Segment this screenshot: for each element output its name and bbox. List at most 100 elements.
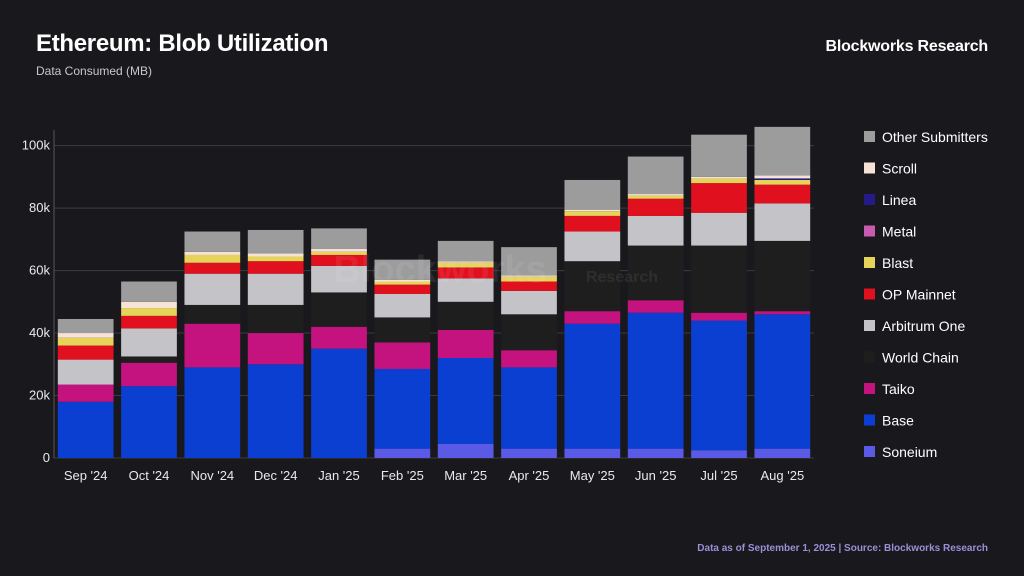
footer-source: Data as of September 1, 2025 | Source: B… <box>697 543 988 554</box>
bar-segment-taiko <box>501 350 557 368</box>
watermark: Blockworks Research <box>333 249 658 291</box>
bar-segment-op-mainnet <box>754 184 811 204</box>
legend-label: Other Submitters <box>882 129 988 145</box>
bar-segment-blast <box>57 337 114 346</box>
bar-segment-base <box>691 320 747 451</box>
bar-segment-base <box>311 348 367 458</box>
x-tick-label: Feb '25 <box>381 468 424 483</box>
bar-segment-other-submitters <box>501 247 557 276</box>
bar-segment-arbitrum-one <box>184 273 241 305</box>
bar-segment-other-submitters <box>121 281 177 302</box>
bar-segment-blast <box>311 251 367 255</box>
bar-segment-op-mainnet <box>247 261 304 274</box>
bar-segment-base <box>184 367 241 458</box>
bar-segment-base <box>627 312 684 449</box>
bar-segment-taiko <box>754 311 811 315</box>
bar-segment-taiko <box>374 342 431 369</box>
bar-segment-blast <box>627 195 684 199</box>
bar-segment-blast <box>121 308 177 316</box>
bar-segment-op-mainnet <box>57 345 114 360</box>
bar-segment-world-chain <box>121 356 177 363</box>
bar-segment-op-mainnet <box>437 267 494 279</box>
bar-segment-soneium <box>501 448 557 458</box>
bar-segment-scroll <box>57 333 114 338</box>
bar-segment-blast <box>374 281 431 285</box>
y-tick-label: 80k <box>29 200 50 215</box>
x-tick-label: Aug '25 <box>760 468 804 483</box>
bar-segment-taiko <box>121 362 177 387</box>
legend-swatch <box>864 446 875 457</box>
bar-segment-base <box>564 323 621 449</box>
bar-segment-linea <box>754 178 811 180</box>
legend-label: Scroll <box>882 161 917 177</box>
bar-segment-other-submitters <box>691 134 747 177</box>
bar-segment-arbitrum-one <box>691 212 747 246</box>
y-tick-label: 0 <box>43 450 50 465</box>
bar-segment-world-chain <box>627 245 684 301</box>
bar-segment-arbitrum-one <box>627 215 684 246</box>
y-tick-label: 60k <box>29 263 50 278</box>
bar-segment-op-mainnet <box>564 215 621 232</box>
bar-segment-blast <box>437 262 494 268</box>
bar-segment-taiko <box>247 333 304 365</box>
y-tick-label: 40k <box>29 325 50 340</box>
grid-lines <box>54 145 814 459</box>
x-tick-label: Mar '25 <box>444 468 487 483</box>
bar-segment-world-chain <box>754 240 811 312</box>
bar-segment-base <box>374 368 431 449</box>
bar-segment-blast <box>184 254 241 263</box>
bar-segment-other-submitters <box>564 179 621 210</box>
bar-segment-scroll <box>121 301 177 309</box>
bar-segment-world-chain <box>564 261 621 312</box>
legend-label: Blast <box>882 255 913 271</box>
legend-swatch <box>864 351 875 363</box>
bar-segment-world-chain <box>437 301 494 330</box>
bar-segment-other-submitters <box>627 156 684 195</box>
bar-segment-world-chain <box>247 304 304 334</box>
bar-segment-base <box>57 401 114 458</box>
bar-segment-blast <box>501 276 557 282</box>
axes: 0 20k 40k 60k 80k 100k Sep '24 Oct '24 Nov '24 De… <box>22 130 804 483</box>
bar-segment-base <box>437 358 494 444</box>
bar-segment-world-chain <box>374 317 431 343</box>
bar-segment-soneium <box>627 448 684 458</box>
legend-swatch <box>864 225 875 237</box>
x-tick-label: Jun '25 <box>635 468 677 483</box>
bar-segment-other-submitters <box>247 229 304 254</box>
bar-segment-other-submitters <box>184 231 241 252</box>
bar-segment-scroll <box>501 275 557 277</box>
brand-logo-text: Blockworks Research <box>825 38 988 55</box>
bar-segment-soneium <box>374 448 431 458</box>
bar-segment-blast <box>754 179 811 185</box>
legend-swatch <box>864 320 875 331</box>
watermark-main: Blockworks <box>333 249 546 291</box>
bar-segment-base <box>121 386 177 458</box>
x-tick-label: May '25 <box>570 468 615 483</box>
x-tick-label: Jan '25 <box>318 468 360 483</box>
bar-segment-arbitrum-one <box>121 328 177 357</box>
bar-segment-taiko <box>691 312 747 321</box>
bar-segment-soneium <box>437 443 494 458</box>
bar-segment-op-mainnet <box>121 315 177 329</box>
x-tick-label: Dec '24 <box>254 468 298 483</box>
bar-segment-taiko <box>311 326 367 349</box>
legend-swatch <box>864 131 875 142</box>
watermark-sub: Research <box>586 269 658 286</box>
legend-label: Arbitrum One <box>882 318 965 334</box>
bar-segment-scroll <box>564 209 621 212</box>
bar-segment-arbitrum-one <box>247 273 304 305</box>
bar-segment-arbitrum-one <box>437 278 494 302</box>
bar-segment-soneium <box>564 448 621 458</box>
bar-segment-arbitrum-one <box>501 290 557 315</box>
bar-segment-other-submitters <box>754 126 811 176</box>
x-tick-label: Sep '24 <box>64 468 108 483</box>
bar-segment-other-submitters <box>57 318 114 334</box>
legend-swatch <box>864 383 875 394</box>
bar-segment-scroll <box>627 194 684 196</box>
bar-segment-arbitrum-one <box>564 231 621 262</box>
bar-segment-soneium <box>691 450 747 458</box>
legend-label: Taiko <box>882 381 915 397</box>
bar-segment-world-chain <box>311 292 367 327</box>
bar-segment-op-mainnet <box>501 281 557 291</box>
